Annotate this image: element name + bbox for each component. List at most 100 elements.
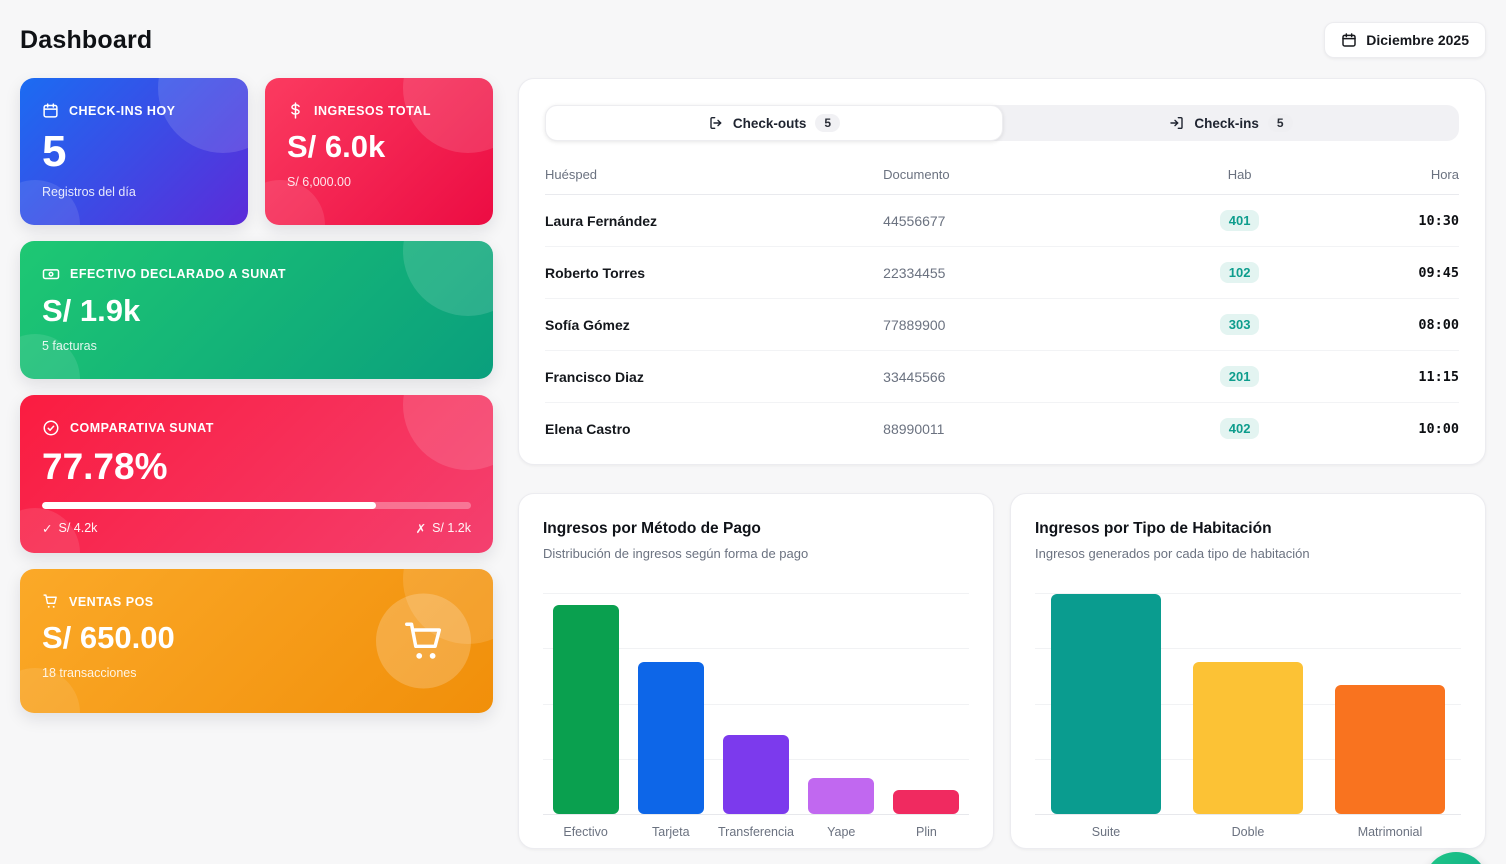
bar-plin [893, 789, 960, 814]
category-label: Suite [1091, 825, 1121, 839]
check-icon: ✓ [42, 521, 53, 536]
stat-label: VENTAS POS [69, 594, 154, 609]
category-label: Plin [915, 825, 937, 839]
pending-amount: ✗ S/ 1.2k [415, 521, 471, 536]
tab-label: Check-outs [732, 115, 807, 131]
tab-check-ins[interactable]: Check-ins 5 [1003, 105, 1459, 141]
time-value: 09:45 [1321, 246, 1459, 299]
stat-subtext: 5 facturas [42, 338, 97, 353]
bar-chart-plot [543, 583, 969, 815]
date-picker-button[interactable]: Diciembre 2025 [1324, 22, 1486, 58]
stat-value: 77.78% [42, 446, 168, 487]
stat-value: S/ 1.9k [42, 293, 141, 328]
cart-icon [401, 618, 447, 664]
category-label: Yape [827, 825, 856, 839]
stat-subtext: S/ 6,000.00 [287, 174, 351, 189]
bar-suite [1051, 594, 1161, 814]
gridline [543, 703, 969, 705]
tab-count-badge: 5 [815, 114, 841, 132]
stat-subtext: 18 transacciones [42, 665, 137, 680]
time-value: 08:00 [1321, 298, 1459, 351]
guest-name: Francisco Diaz [545, 350, 884, 403]
checkinout-panel: Check-outs 5 Check-ins 5 Huésped [518, 78, 1486, 465]
chart-category-labels: Suite Doble Matrimonial [1035, 825, 1461, 839]
chart-baseline [543, 814, 969, 815]
chart-card-tipo-habitacion: Ingresos por Tipo de Habitación Ingresos… [1010, 493, 1486, 849]
declared-amount: ✓ S/ 4.2k [42, 521, 98, 536]
dollar-icon [287, 102, 304, 119]
category-label: Doble [1231, 825, 1265, 839]
bar-yape [808, 777, 875, 814]
login-icon [1169, 115, 1185, 131]
stat-card-ventas-pos: VENTAS POS S/ 650.00 18 transacciones [20, 569, 493, 713]
room-badge: 201 [1219, 366, 1260, 387]
sunat-progress-track [42, 501, 471, 509]
time-value: 10:00 [1418, 420, 1459, 437]
guest-document: 33445566 [883, 350, 1158, 403]
bar-doble [1193, 662, 1303, 814]
time-value: 10:30 [1321, 194, 1459, 247]
stat-value: 5 [42, 127, 67, 176]
room-badge: 402 [1219, 418, 1260, 439]
tab-bar: Check-outs 5 Check-ins 5 [545, 105, 1459, 141]
guest-name: Roberto Torres [545, 246, 884, 299]
gridline [543, 593, 969, 595]
tab-count-badge: 5 [1267, 114, 1293, 132]
stat-card-efectivo-sunat: EFECTIVO DECLARADO A SUNAT S/ 1.9k 5 fac… [20, 241, 493, 379]
guest-name: Laura Fernández [545, 194, 884, 247]
tab-label: Check-ins [1194, 115, 1259, 131]
cart-icon [42, 593, 59, 610]
chart-title: Ingresos por Método de Pago [543, 520, 761, 537]
room-badge: 303 [1219, 314, 1260, 335]
guest-name: Sofía Gómez [545, 298, 884, 351]
bar-chart-plot [1035, 583, 1461, 815]
guest-document: 88990011 [883, 420, 945, 437]
column-header-document: Documento [883, 153, 1158, 195]
stat-label: EFECTIVO DECLARADO A SUNAT [70, 267, 287, 281]
guest-document: 22334455 [883, 246, 1158, 299]
logout-icon [708, 115, 724, 131]
category-label: Matrimonial [1357, 825, 1423, 839]
stat-card-checkins: CHECK-INS HOY 5 Registros del día [20, 78, 248, 225]
room-badge: 401 [1219, 210, 1260, 231]
stats-column: CHECK-INS HOY 5 Registros del día INGRES… [20, 78, 493, 713]
stat-label: COMPARATIVA SUNAT [70, 421, 214, 435]
guests-table: Huésped Documento Hab Hora Laura Fernánd… [545, 153, 1459, 454]
topbar: Dashboard Diciembre 2025 [20, 18, 1486, 62]
time-value: 11:15 [1321, 350, 1459, 403]
stat-card-ingresos-total: INGRESOS TOTAL S/ 6.0k S/ 6,000.00 [265, 78, 493, 225]
table-row: Roberto Torres 22334455 102 09:45 [545, 246, 1459, 299]
chart-subtitle: Ingresos generados por cada tipo de habi… [1035, 546, 1310, 561]
stat-label: CHECK-INS HOY [69, 103, 176, 118]
guest-name: Elena Castro [545, 420, 631, 437]
floating-action-button[interactable] [1424, 852, 1488, 864]
column-header-guest: Huésped [545, 153, 884, 195]
stat-label: INGRESOS TOTAL [314, 103, 431, 118]
bar-matrimonial [1335, 685, 1445, 814]
gridline [1035, 593, 1461, 595]
calendar-icon [1341, 32, 1357, 48]
sunat-progress-fill [42, 501, 376, 509]
page-title: Dashboard [20, 25, 153, 54]
table-row: Francisco Diaz 33445566 201 11:15 [545, 350, 1459, 403]
tab-check-outs[interactable]: Check-outs 5 [545, 105, 1003, 141]
room-badge: 102 [1219, 262, 1260, 283]
stat-value: S/ 6.0k [287, 129, 386, 164]
banknote-icon [42, 265, 60, 283]
chart-baseline [1035, 814, 1461, 815]
table-row: Elena Castro 88990011 402 10:00 [545, 403, 1459, 455]
table-row: Sofía Gómez 77889900 303 08:00 [545, 298, 1459, 351]
check-circle-icon [42, 419, 60, 437]
column-header-time: Hora [1321, 153, 1459, 195]
stat-card-comparativa-sunat: COMPARATIVA SUNAT 77.78% ✓ S/ 4.2k ✗ S/ … [20, 395, 493, 553]
stat-subtext: Registros del día [42, 185, 136, 200]
gridline [1035, 648, 1461, 650]
bar-efectivo [552, 605, 619, 814]
bar-tarjeta [637, 662, 704, 814]
stat-value: S/ 650.00 [42, 620, 175, 655]
guest-document: 77889900 [883, 298, 1158, 351]
date-picker-label: Diciembre 2025 [1366, 32, 1469, 48]
table-header-row: Huésped Documento Hab Hora [545, 153, 1459, 195]
chart-category-labels: Efectivo Tarjeta Transferencia Yape Plin [543, 825, 969, 839]
category-label: Tarjeta [652, 825, 690, 839]
